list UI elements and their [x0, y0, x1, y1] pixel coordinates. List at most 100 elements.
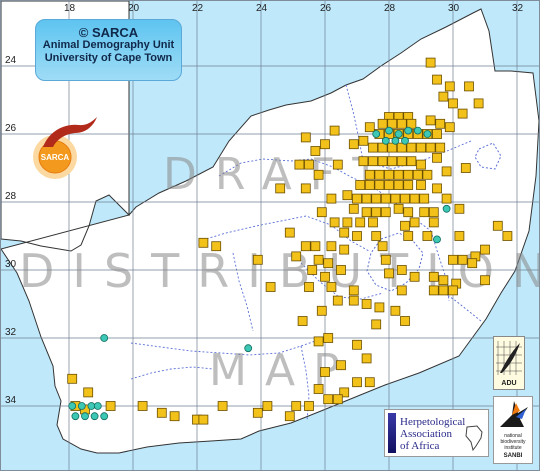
- record-square: [252, 254, 263, 265]
- credit-unit: Animal Demography Unit: [42, 39, 175, 51]
- record-square: [454, 231, 465, 241]
- herp-logo-bar: [388, 413, 396, 453]
- record-square: [252, 407, 263, 418]
- record-square: [323, 333, 334, 343]
- record-square: [406, 142, 417, 153]
- record-square: [198, 414, 209, 425]
- record-square: [310, 241, 321, 252]
- record-dots: [68, 126, 451, 421]
- record-square: [291, 401, 302, 411]
- record-dot: [100, 334, 109, 342]
- record-dot: [90, 412, 99, 421]
- record-square: [284, 227, 295, 238]
- record-square: [326, 193, 337, 204]
- longitude-label: 26: [320, 3, 332, 14]
- record-dot: [381, 136, 390, 145]
- record-square: [380, 254, 391, 265]
- record-square: [416, 142, 426, 153]
- record-square: [320, 139, 330, 150]
- record-square: [300, 183, 311, 194]
- latitude-label: 30: [5, 259, 17, 270]
- lizard-icon: [43, 117, 97, 147]
- record-square: [396, 142, 407, 153]
- record-square: [492, 220, 503, 231]
- record-square: [339, 227, 350, 238]
- record-square: [211, 241, 222, 252]
- record-dot: [423, 130, 432, 138]
- record-square: [364, 180, 375, 190]
- record-square: [412, 169, 423, 180]
- record-square: [374, 169, 385, 180]
- longitude-label: 24: [256, 3, 268, 14]
- record-square: [313, 336, 324, 347]
- sanbi-logo-line4: SANBI: [503, 453, 523, 459]
- record-square: [457, 108, 468, 119]
- record-square: [416, 180, 426, 190]
- record-square: [83, 387, 94, 398]
- record-square: [432, 183, 442, 194]
- sarca-logo: SARCA: [33, 117, 97, 179]
- record-square: [361, 193, 372, 204]
- record-square: [326, 241, 337, 252]
- record-square: [304, 159, 314, 170]
- record-square: [425, 115, 436, 126]
- record-square: [393, 169, 404, 180]
- record-square: [438, 91, 449, 102]
- record-square: [409, 193, 420, 204]
- record-dot: [77, 402, 86, 410]
- record-square: [336, 360, 346, 371]
- record-square: [406, 118, 417, 129]
- record-square: [428, 271, 439, 282]
- latitude-label: 32: [5, 327, 17, 338]
- africa-outline-icon: [465, 425, 483, 452]
- record-square: [422, 169, 433, 180]
- record-square: [355, 180, 366, 190]
- record-square: [310, 146, 321, 156]
- record-square: [313, 254, 324, 265]
- record-square: [371, 319, 382, 330]
- record-dot: [68, 402, 77, 410]
- record-square: [419, 193, 430, 204]
- record-square: [300, 241, 311, 252]
- adu-logo-label: ADU: [501, 380, 517, 387]
- record-square: [377, 118, 388, 129]
- record-square: [329, 125, 340, 136]
- latitude-label: 34: [5, 395, 17, 406]
- record-square: [374, 302, 385, 313]
- adu-grid-icon: [496, 341, 522, 375]
- record-dot: [404, 126, 413, 135]
- record-square: [387, 142, 398, 153]
- record-square: [409, 217, 420, 228]
- record-square: [400, 193, 410, 204]
- record-square: [348, 203, 359, 214]
- record-square: [198, 237, 209, 248]
- latitude-label: 26: [5, 123, 17, 134]
- record-square: [390, 305, 401, 316]
- record-square: [464, 81, 474, 92]
- record-square: [217, 401, 228, 411]
- record-square: [480, 244, 490, 255]
- record-square: [390, 193, 401, 204]
- record-square: [409, 271, 420, 282]
- record-square: [355, 217, 366, 228]
- record-square: [380, 207, 391, 218]
- record-square: [320, 271, 330, 282]
- record-square: [480, 275, 490, 286]
- record-square: [403, 231, 414, 241]
- record-square: [467, 258, 478, 269]
- record-square: [396, 285, 407, 296]
- record-square: [393, 180, 404, 190]
- record-square: [368, 156, 378, 167]
- record-square: [454, 203, 465, 214]
- record-square: [358, 135, 369, 146]
- record-square: [316, 305, 327, 316]
- record-square: [444, 122, 455, 133]
- record-square: [406, 156, 417, 167]
- record-square: [169, 411, 180, 422]
- record-square: [368, 142, 378, 153]
- record-square: [364, 377, 375, 388]
- record-square: [371, 193, 382, 204]
- record-square: [400, 220, 410, 231]
- record-dot: [372, 130, 381, 138]
